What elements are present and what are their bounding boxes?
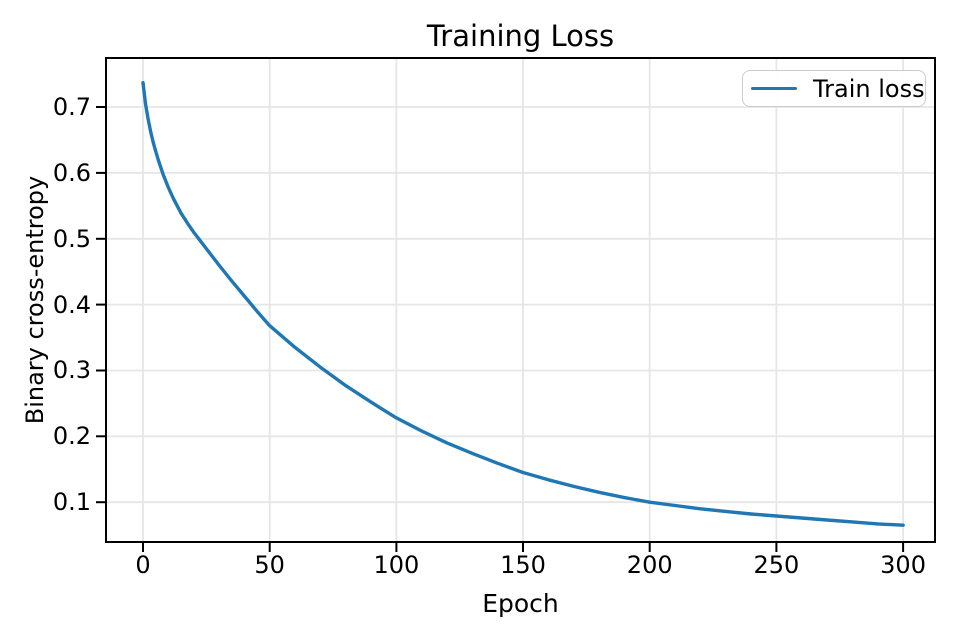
legend-line-sample-icon — [751, 86, 797, 91]
x-tick-label: 0 — [135, 551, 151, 579]
y-tick-label: 0.5 — [52, 224, 91, 253]
y-tick-label: 0.4 — [52, 290, 91, 319]
x-tick-label: 300 — [880, 551, 926, 579]
x-tick-label: 150 — [500, 551, 546, 579]
x-tick-label: 200 — [626, 551, 673, 579]
legend-label: Train loss — [813, 74, 925, 103]
y-tick-label: 0.6 — [52, 158, 91, 187]
y-tick-label: 0.3 — [52, 356, 91, 385]
y-tick-label: 0.7 — [52, 93, 91, 122]
x-tick-label: 100 — [373, 551, 420, 579]
x-axis-label: Epoch — [482, 589, 559, 618]
y-tick-label: 0.1 — [52, 488, 91, 517]
x-tick-label: 50 — [254, 551, 285, 579]
y-tick-label: 0.2 — [52, 422, 91, 451]
x-tick-label: 250 — [753, 551, 800, 579]
legend: Train loss — [742, 70, 926, 107]
chart-title: Training Loss — [426, 19, 615, 53]
train-loss-line — [141, 81, 905, 527]
axes-spines — [105, 57, 936, 543]
